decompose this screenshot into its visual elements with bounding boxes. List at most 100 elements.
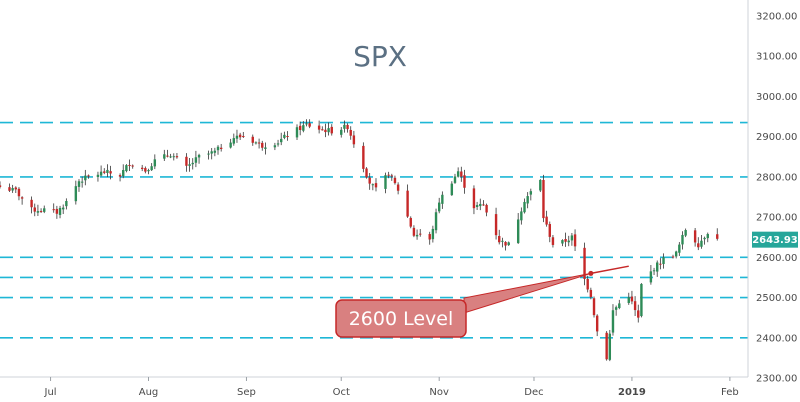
candle-body	[172, 156, 175, 158]
candle-body	[659, 263, 662, 265]
candle-body	[327, 128, 330, 133]
candle-body	[213, 150, 217, 153]
candle-body	[305, 123, 308, 125]
candle-body	[0, 185, 2, 187]
candle-body	[273, 145, 277, 148]
candle-body	[286, 136, 289, 138]
candle-body	[501, 240, 504, 242]
candle-body	[166, 155, 169, 157]
candle-body	[232, 138, 236, 144]
candle-body	[567, 240, 570, 243]
candle-body	[371, 184, 375, 186]
candle-body	[125, 165, 128, 172]
y-tick-label: 2800.00	[756, 172, 797, 183]
candle-body	[570, 235, 574, 241]
candle-body	[197, 154, 201, 158]
candle-body	[251, 136, 254, 143]
candle-body	[539, 179, 542, 191]
horizontal-levels	[0, 121, 748, 339]
candle-body	[494, 214, 498, 236]
candle-body	[662, 257, 665, 265]
candle-body	[630, 296, 634, 302]
candle-body	[551, 237, 555, 245]
candle-body	[330, 126, 333, 134]
candle-body	[431, 228, 435, 240]
y-tick-label: 3200.00	[756, 12, 797, 23]
candle-body	[526, 196, 529, 204]
candle-body	[586, 279, 589, 290]
candle-body	[472, 188, 476, 209]
candle-body	[163, 154, 166, 159]
candle-body	[144, 168, 147, 172]
candle-body	[652, 270, 656, 272]
candlesticks	[0, 119, 719, 362]
candle-body	[605, 332, 608, 360]
candle-body	[520, 211, 523, 221]
candle-body	[103, 171, 106, 173]
x-tick-label: Dec	[524, 387, 543, 398]
candle-body	[175, 156, 179, 158]
candle-body	[8, 187, 11, 191]
candle-body	[437, 202, 441, 212]
candle-body	[352, 135, 356, 145]
candle-body	[640, 283, 643, 317]
candle-body	[264, 147, 267, 149]
candle-body	[254, 142, 258, 144]
candle-body	[346, 124, 349, 130]
candle-body	[374, 183, 378, 188]
candle-body	[317, 125, 321, 130]
annotation: 2600 Level	[335, 265, 629, 338]
candle-body	[55, 208, 59, 214]
candle-body	[450, 183, 454, 196]
candle-body	[475, 205, 479, 207]
candle-body	[276, 143, 280, 145]
candle-body	[706, 234, 709, 239]
candle-body	[324, 129, 327, 133]
candle-body	[58, 207, 62, 215]
x-tick-label: Jul	[44, 387, 57, 398]
candle-body	[238, 134, 242, 138]
candle-body	[460, 171, 463, 177]
y-tick-label: 3000.00	[756, 92, 797, 103]
candle-body	[349, 129, 352, 136]
annotation-target-dot	[588, 270, 594, 276]
candle-body	[592, 298, 596, 316]
candle-body	[80, 181, 84, 183]
candle-body	[52, 209, 55, 211]
candle-body	[548, 224, 551, 237]
candle-body	[693, 230, 697, 243]
candle-body	[30, 199, 33, 208]
x-tick-label: Nov	[429, 387, 449, 398]
candle-body	[128, 164, 131, 166]
candle-body	[302, 125, 305, 131]
candle-body	[150, 166, 153, 171]
candle-body	[507, 242, 510, 246]
candle-body	[242, 135, 245, 137]
candle-body	[194, 157, 198, 163]
candle-body	[14, 187, 17, 190]
candle-body	[545, 216, 548, 225]
candle-body	[39, 210, 43, 212]
candle-body	[99, 171, 103, 176]
x-tick-label: Sep	[237, 387, 256, 398]
candle-body	[207, 153, 210, 155]
y-tick-label: 2400.00	[756, 333, 797, 344]
candle-body	[147, 170, 150, 172]
candle-body	[96, 174, 100, 178]
candle-body	[84, 175, 87, 181]
x-tick-label: 2019	[618, 387, 646, 398]
candle-body	[453, 176, 457, 183]
candle-body	[216, 146, 220, 151]
candle-body	[191, 162, 194, 165]
candle-body	[409, 217, 412, 227]
candle-body	[516, 219, 520, 244]
y-tick-label: 2900.00	[756, 132, 797, 143]
candle-body	[87, 175, 90, 177]
chart-title: SPX	[353, 40, 407, 73]
candle-body	[684, 230, 687, 236]
candle-body	[36, 211, 40, 213]
candle-body	[573, 234, 577, 247]
candle-body	[343, 124, 346, 129]
candle-body	[321, 129, 324, 131]
candle-body	[77, 181, 81, 187]
